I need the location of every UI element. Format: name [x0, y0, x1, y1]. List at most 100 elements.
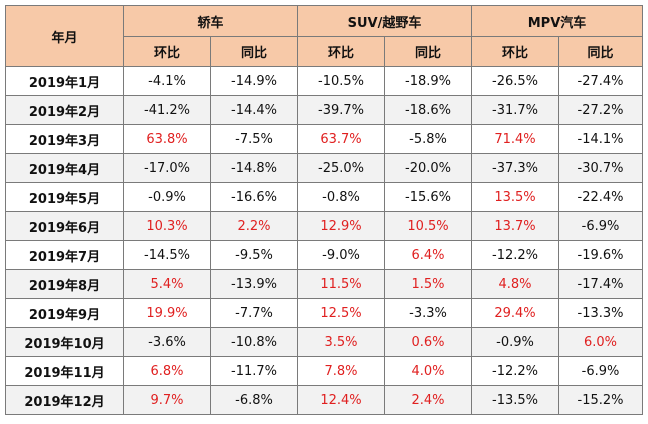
- suv-mom-cell: 3.5%: [297, 327, 385, 357]
- mpv-yoy-cell: -6.9%: [558, 211, 643, 241]
- sedan-yoy-cell: -10.8%: [210, 327, 298, 357]
- sedan-yoy-cell: -11.7%: [210, 356, 298, 386]
- sedan-mom-cell: -14.5%: [123, 240, 211, 270]
- mpv-yoy-cell: -27.4%: [558, 66, 643, 96]
- suv-yoy-cell: -15.6%: [384, 182, 472, 212]
- month-cell: 2019年1月: [5, 66, 124, 96]
- mpv-mom-cell: 29.4%: [471, 298, 559, 328]
- suv-mom-cell: 12.9%: [297, 211, 385, 241]
- mpv-yoy-cell: -14.1%: [558, 124, 643, 154]
- suv-yoy-cell: -18.9%: [384, 66, 472, 96]
- mpv-yoy-cell: -6.9%: [558, 356, 643, 386]
- suv-mom-cell: 12.5%: [297, 298, 385, 328]
- month-cell: 2019年10月: [5, 327, 124, 357]
- mpv-yoy-header: 同比: [558, 36, 643, 67]
- mpv-mom-cell: -26.5%: [471, 66, 559, 96]
- mpv-mom-header: 环比: [471, 36, 559, 67]
- suv-mom-cell: 63.7%: [297, 124, 385, 154]
- suv-yoy-cell: -3.3%: [384, 298, 472, 328]
- mpv-yoy-cell: 6.0%: [558, 327, 643, 357]
- month-cell: 2019年7月: [5, 240, 124, 270]
- table-row: 2019年7月 -14.5% -9.5% -9.0% 6.4% -12.2% -19.6%: [5, 240, 643, 270]
- sedan-yoy-cell: -14.8%: [210, 153, 298, 183]
- sedan-mom-cell: 5.4%: [123, 269, 211, 299]
- sedan-yoy-cell: -14.4%: [210, 95, 298, 125]
- suv-mom-cell: -39.7%: [297, 95, 385, 125]
- sedan-yoy-cell: -7.7%: [210, 298, 298, 328]
- mpv-mom-cell: 4.8%: [471, 269, 559, 299]
- table-row: 2019年9月 19.9% -7.7% 12.5% -3.3% 29.4% -13.3%: [5, 298, 643, 328]
- suv-yoy-header: 同比: [384, 36, 472, 67]
- group-header-sedan: 轿车: [123, 5, 298, 37]
- mpv-yoy-cell: -27.2%: [558, 95, 643, 125]
- suv-mom-cell: 11.5%: [297, 269, 385, 299]
- mpv-mom-cell: -12.2%: [471, 240, 559, 270]
- group-header-mpv: MPV汽车: [471, 5, 643, 37]
- month-cell: 2019年4月: [5, 153, 124, 183]
- suv-mom-cell: -10.5%: [297, 66, 385, 96]
- suv-mom-cell: -25.0%: [297, 153, 385, 183]
- table-row: 2019年2月 -41.2% -14.4% -39.7% -18.6% -31.7% -27…: [5, 95, 643, 125]
- month-cell: 2019年6月: [5, 211, 124, 241]
- suv-yoy-cell: 1.5%: [384, 269, 472, 299]
- suv-yoy-cell: 6.4%: [384, 240, 472, 270]
- suv-mom-cell: 7.8%: [297, 356, 385, 386]
- mpv-mom-cell: 71.4%: [471, 124, 559, 154]
- suv-yoy-cell: -20.0%: [384, 153, 472, 183]
- sedan-yoy-cell: -13.9%: [210, 269, 298, 299]
- mpv-yoy-cell: -13.3%: [558, 298, 643, 328]
- table-row: 2019年5月 -0.9% -16.6% -0.8% -15.6% 13.5% -22.4%: [5, 182, 643, 212]
- suv-yoy-cell: -5.8%: [384, 124, 472, 154]
- table-row: 2019年4月 -17.0% -14.8% -25.0% -20.0% -37.3% -30…: [5, 153, 643, 183]
- month-cell: 2019年9月: [5, 298, 124, 328]
- mpv-mom-cell: -37.3%: [471, 153, 559, 183]
- suv-yoy-cell: 0.6%: [384, 327, 472, 357]
- mpv-yoy-cell: -17.4%: [558, 269, 643, 299]
- table-row: 2019年3月 63.8% -7.5% 63.7% -5.8% 71.4% -14.1%: [5, 124, 643, 154]
- sedan-mom-cell: -17.0%: [123, 153, 211, 183]
- table-body: 2019年1月 -4.1% -14.9% -10.5% -18.9% -26.5% -27.…: [5, 66, 643, 415]
- sedan-yoy-cell: -9.5%: [210, 240, 298, 270]
- table-row: 2019年10月 -3.6% -10.8% 3.5% 0.6% -0.9% 6.0%: [5, 327, 643, 357]
- mpv-mom-cell: 13.7%: [471, 211, 559, 241]
- month-cell: 2019年8月: [5, 269, 124, 299]
- mpv-yoy-cell: -22.4%: [558, 182, 643, 212]
- sedan-mom-cell: -41.2%: [123, 95, 211, 125]
- sedan-mom-cell: -3.6%: [123, 327, 211, 357]
- table-row: 2019年8月 5.4% -13.9% 11.5% 1.5% 4.8% -17.4%: [5, 269, 643, 299]
- month-cell: 2019年2月: [5, 95, 124, 125]
- sedan-yoy-cell: 2.2%: [210, 211, 298, 241]
- suv-yoy-cell: 10.5%: [384, 211, 472, 241]
- suv-mom-cell: 12.4%: [297, 385, 385, 415]
- sedan-mom-cell: 6.8%: [123, 356, 211, 386]
- sedan-yoy-cell: -6.8%: [210, 385, 298, 415]
- month-cell: 2019年3月: [5, 124, 124, 154]
- suv-yoy-cell: 2.4%: [384, 385, 472, 415]
- mpv-yoy-cell: -15.2%: [558, 385, 643, 415]
- sedan-mom-cell: -0.9%: [123, 182, 211, 212]
- mpv-mom-cell: -12.2%: [471, 356, 559, 386]
- month-cell: 2019年11月: [5, 356, 124, 386]
- suv-mom-cell: -0.8%: [297, 182, 385, 212]
- month-cell: 2019年12月: [5, 385, 124, 415]
- suv-mom-header: 环比: [297, 36, 385, 67]
- sales-growth-table: 年月 轿车 SUV/越野车 MPV汽车 环比 同比 环比 同比 环比 同比 20…: [5, 5, 643, 415]
- sedan-mom-cell: 9.7%: [123, 385, 211, 415]
- table-row: 2019年6月 10.3% 2.2% 12.9% 10.5% 13.7% -6.9%: [5, 211, 643, 241]
- table-row: 2019年12月 9.7% -6.8% 12.4% 2.4% -13.5% -15.2%: [5, 385, 643, 415]
- mpv-yoy-cell: -30.7%: [558, 153, 643, 183]
- mpv-mom-cell: -13.5%: [471, 385, 559, 415]
- sedan-mom-cell: 19.9%: [123, 298, 211, 328]
- table-row: 2019年11月 6.8% -11.7% 7.8% 4.0% -12.2% -6.9%: [5, 356, 643, 386]
- table-container: 年月 轿车 SUV/越野车 MPV汽车 环比 同比 环比 同比 环比 同比 20…: [5, 5, 643, 415]
- mpv-mom-cell: 13.5%: [471, 182, 559, 212]
- sedan-yoy-header: 同比: [210, 36, 298, 67]
- sedan-yoy-cell: -7.5%: [210, 124, 298, 154]
- month-column-header: 年月: [5, 5, 124, 67]
- sedan-mom-header: 环比: [123, 36, 211, 67]
- mpv-yoy-cell: -19.6%: [558, 240, 643, 270]
- suv-yoy-cell: -18.6%: [384, 95, 472, 125]
- sedan-yoy-cell: -16.6%: [210, 182, 298, 212]
- month-cell: 2019年5月: [5, 182, 124, 212]
- suv-mom-cell: -9.0%: [297, 240, 385, 270]
